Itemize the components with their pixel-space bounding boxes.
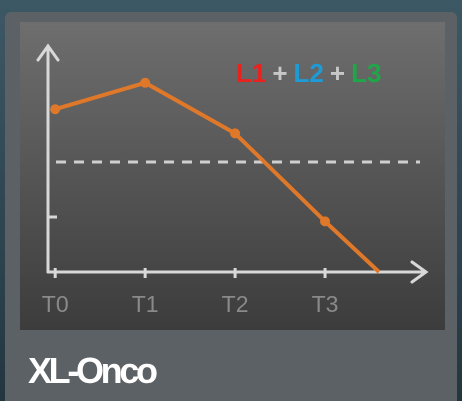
tile-title: XL-Onco: [28, 350, 158, 391]
formula-part: L1: [236, 58, 266, 88]
formula-part: +: [272, 58, 287, 88]
data-point: [140, 78, 150, 88]
page: L1+L2+L3 XL-Onco T0T1T2T3 (() => { const…: [0, 0, 462, 401]
legend-formula: L1+L2+L3: [236, 58, 381, 88]
data-point: [50, 104, 60, 114]
formula-part: L3: [351, 58, 381, 88]
tile: L1+L2+L3 XL-Onco T0T1T2T3: [0, 0, 462, 401]
x-tick-label: T0: [42, 291, 69, 317]
data-point: [230, 128, 240, 138]
x-tick-label: T2: [222, 291, 249, 317]
formula-part: +: [330, 58, 345, 88]
data-point: [320, 216, 330, 226]
formula-part: L2: [294, 58, 324, 88]
x-tick-label: T3: [312, 291, 339, 317]
x-tick-label: T1: [132, 291, 159, 317]
